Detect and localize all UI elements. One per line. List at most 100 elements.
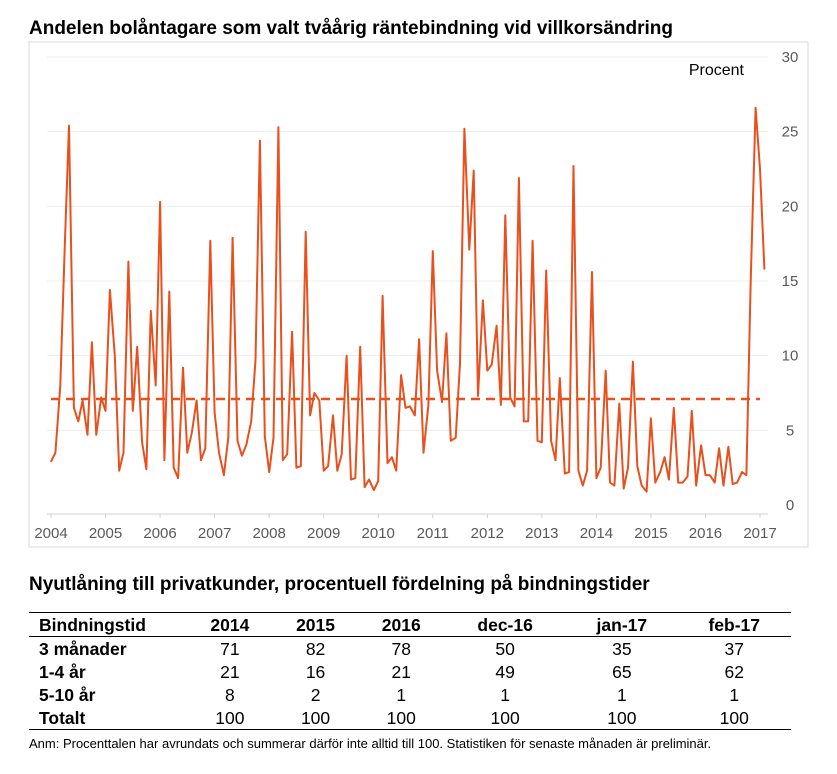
data-point bbox=[373, 489, 375, 491]
header-cell: Bindningstid bbox=[29, 612, 187, 637]
data-point bbox=[664, 456, 666, 458]
data-point bbox=[309, 414, 311, 416]
data-point bbox=[436, 370, 438, 372]
data-point bbox=[73, 407, 75, 409]
table-cell: 2 bbox=[310, 684, 321, 705]
data-point bbox=[564, 473, 566, 475]
row-label: Totalt bbox=[29, 706, 187, 730]
row-label: 1-4 år bbox=[39, 661, 86, 682]
data-point bbox=[477, 395, 479, 397]
table-cell: 78 bbox=[391, 638, 411, 659]
table-cell: 49 bbox=[495, 661, 515, 682]
table-cell: 100 bbox=[272, 706, 359, 730]
data-point bbox=[264, 435, 266, 437]
data-point bbox=[182, 367, 184, 369]
data-point bbox=[336, 470, 338, 472]
data-point bbox=[650, 417, 652, 419]
data-point bbox=[532, 240, 534, 242]
data-point bbox=[91, 341, 93, 343]
data-point bbox=[422, 452, 425, 454]
footnote: Anm: Procenttalen har avrundats och summ… bbox=[29, 736, 712, 751]
data-point bbox=[714, 482, 716, 484]
data-point bbox=[577, 470, 580, 472]
data-point bbox=[741, 471, 743, 473]
header-cell: 2015 bbox=[272, 612, 359, 637]
data-point bbox=[86, 434, 89, 436]
data-point bbox=[441, 401, 443, 403]
y-axis: 0 5 10 15 20 25 30 bbox=[782, 49, 799, 514]
data-point bbox=[627, 467, 629, 469]
data-point bbox=[300, 465, 302, 467]
data-point bbox=[341, 453, 343, 455]
data-point bbox=[368, 479, 370, 481]
table-cell: 62 bbox=[724, 661, 744, 682]
table-cell: 1 bbox=[616, 684, 627, 705]
data-point bbox=[236, 440, 239, 442]
data-point bbox=[354, 477, 356, 479]
data-point bbox=[646, 491, 648, 493]
x-tick-label: 2016 bbox=[689, 525, 722, 542]
data-point bbox=[114, 355, 116, 357]
data-point bbox=[232, 237, 234, 239]
data-point bbox=[450, 440, 452, 442]
table-cell: 16 bbox=[305, 661, 326, 682]
data-point bbox=[223, 474, 225, 476]
y-tick-label: 0 bbox=[786, 497, 794, 514]
data-point bbox=[700, 444, 702, 446]
data-point bbox=[514, 405, 516, 407]
data-point bbox=[204, 447, 206, 449]
data-point bbox=[536, 440, 539, 442]
data-point bbox=[473, 169, 475, 172]
data-point bbox=[414, 414, 416, 416]
data-point bbox=[291, 331, 293, 333]
data-point bbox=[268, 471, 270, 473]
data-point bbox=[695, 485, 697, 487]
data-point bbox=[682, 482, 684, 484]
data-point bbox=[496, 325, 498, 327]
data-point bbox=[445, 332, 447, 334]
data-point bbox=[545, 269, 547, 272]
data-point bbox=[177, 477, 179, 479]
y-tick-label: 10 bbox=[782, 348, 799, 365]
data-point bbox=[254, 359, 257, 361]
data-point bbox=[395, 470, 397, 472]
x-tick-label: 2017 bbox=[743, 525, 776, 542]
header-cell: feb-17 bbox=[677, 612, 791, 637]
data-point bbox=[272, 437, 275, 439]
data-point bbox=[95, 434, 97, 436]
data-point bbox=[350, 479, 352, 481]
data-point bbox=[127, 261, 129, 263]
data-point bbox=[491, 364, 493, 366]
data-point bbox=[155, 384, 157, 387]
data-point bbox=[136, 346, 138, 348]
data-point bbox=[745, 474, 748, 476]
data-point bbox=[332, 414, 334, 416]
data-point bbox=[486, 370, 488, 372]
data-point bbox=[109, 289, 111, 291]
data-point bbox=[277, 126, 279, 128]
data-point bbox=[668, 479, 670, 481]
data-point bbox=[755, 107, 757, 109]
data-point bbox=[159, 201, 161, 203]
table-cell: 100 bbox=[187, 706, 273, 730]
data-point bbox=[118, 470, 120, 472]
data-point bbox=[323, 470, 325, 472]
data-point bbox=[763, 268, 766, 270]
data-point bbox=[409, 405, 411, 407]
x-tick-label: 2004 bbox=[34, 525, 67, 542]
data-point bbox=[722, 485, 725, 487]
data-point bbox=[50, 461, 52, 463]
table-cell: 100 bbox=[566, 706, 678, 730]
data-point bbox=[418, 338, 420, 340]
data-point bbox=[327, 465, 329, 467]
header-cell: dec-16 bbox=[444, 612, 567, 637]
x-tick-label: 2013 bbox=[525, 525, 558, 542]
table-cell: 65 bbox=[612, 661, 632, 682]
data-point bbox=[364, 486, 366, 488]
data-point bbox=[250, 420, 252, 422]
x-tick-label: 2010 bbox=[362, 525, 395, 542]
table-cell: 35 bbox=[612, 638, 632, 659]
table-cell: 50 bbox=[495, 638, 515, 659]
data-point bbox=[673, 407, 675, 409]
table-title: Nyutlåning till privatkunder, procentuel… bbox=[29, 574, 650, 595]
